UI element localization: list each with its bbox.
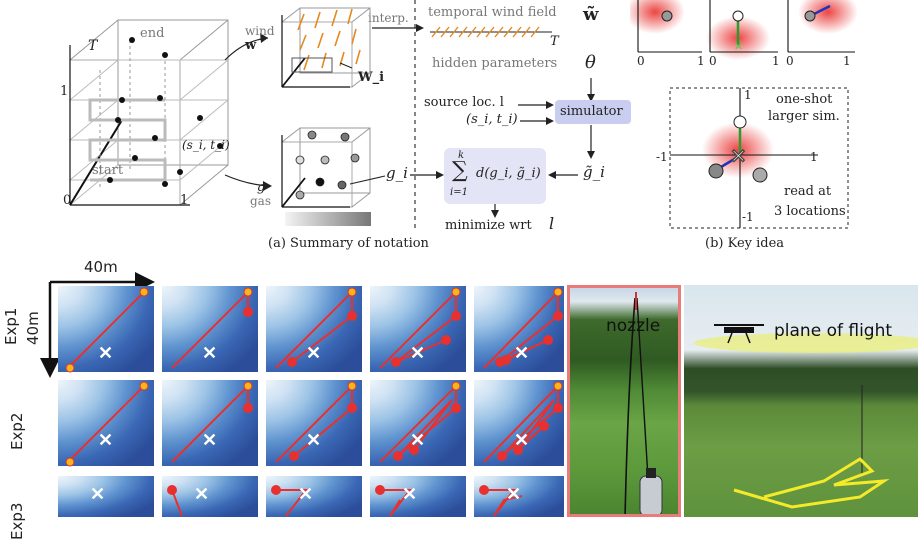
wind-i-symbol: W_i (358, 70, 385, 85)
read-line1: read at (784, 184, 832, 199)
big-axis-neg-one-y: -1 (742, 210, 754, 224)
sum-bottom: i=1 (450, 187, 468, 198)
small-axis-one-3: 1 (843, 54, 851, 68)
hidden-params-label: hidden parameters (432, 56, 558, 71)
svg-text:✕: ✕ (306, 343, 321, 364)
svg-text:✕: ✕ (514, 343, 529, 364)
interp-label: interp. (368, 11, 409, 25)
flight-photo: plane of flight (684, 285, 918, 517)
measurement-dots (107, 37, 223, 187)
big-axis-one-x: 1 (810, 150, 818, 164)
row-exp3: ✕ ✕ ✕ ✕ ✕ (58, 476, 564, 517)
source-loc-label: source loc. l (424, 95, 504, 110)
small-axis-one-2: 1 (772, 54, 780, 68)
small-axis-one-1: 1 (697, 54, 705, 68)
start-label: start (92, 163, 124, 178)
svg-text:✕: ✕ (410, 343, 425, 364)
w-tilde: w̃ (583, 4, 599, 25)
sum-expr: d(g_i, g̃_i) (476, 166, 541, 181)
gas-label: gas (250, 194, 271, 208)
svg-text:✕: ✕ (98, 343, 113, 364)
svg-text:✕: ✕ (98, 430, 113, 451)
svg-text:✕: ✕ (402, 484, 417, 505)
axis-t-label: T (88, 38, 98, 54)
axis-one-y: 1 (60, 84, 69, 99)
g-tilde-label: g̃_i (583, 163, 605, 181)
svg-text:✕: ✕ (202, 430, 217, 451)
svg-text:✕: ✕ (514, 430, 529, 451)
svg-text:✕: ✕ (194, 484, 209, 505)
svg-text:✕: ✕ (298, 484, 313, 505)
big-axis-neg-one-x: -1 (656, 150, 668, 164)
end-label: end (140, 26, 165, 41)
big-axis-one-y: 1 (744, 88, 752, 102)
svg-text:✕: ✕ (734, 40, 743, 53)
wind-cube (281, 7, 371, 88)
simulator-label: simulator (560, 104, 623, 119)
experiment-grid: ✕ ✕ ✕ ✕ ✕ (40, 272, 564, 517)
svg-text:✕: ✕ (506, 484, 521, 505)
g-i-label: g_i (386, 164, 408, 182)
sum-top: k (458, 150, 465, 161)
nozzle-photo: nozzle (567, 285, 681, 517)
si-ti-label: (s_i, t_i) (466, 112, 518, 127)
loss-box (444, 148, 546, 204)
small-axis-zero-3: 0 (786, 54, 794, 68)
small-axis-zero-1: 0 (637, 54, 645, 68)
svg-text:✕: ✕ (730, 144, 747, 168)
axis-zero: 0 (63, 193, 72, 208)
scale-label-x: 40m (84, 258, 118, 276)
fig-b-diagram: ✕ ✕ (630, 0, 858, 229)
wind-arrows (297, 8, 361, 71)
svg-text:✕: ✕ (90, 484, 105, 505)
caption-b: (b) Key idea (705, 236, 785, 251)
gas-cube (281, 127, 371, 208)
small-axis-zero-2: 0 (709, 54, 717, 68)
temporal-t-label: T (550, 34, 559, 49)
svg-text:✕: ✕ (410, 430, 425, 451)
one-shot-line2: larger sim. (768, 109, 840, 124)
nozzle-label: nozzle (606, 316, 661, 336)
minimize-var: l (549, 214, 555, 233)
svg-text:✕: ✕ (306, 430, 321, 451)
plane-label: plane of flight (774, 321, 893, 341)
gas-symbol: g (257, 180, 266, 195)
gas-dots (295, 130, 360, 200)
minimize-label: minimize wrt (445, 218, 532, 233)
fig-a-diagram (68, 0, 631, 232)
read-line2: 3 locations (774, 204, 846, 219)
point-label: (s_i, t_i) (182, 138, 230, 152)
axis-one-x: 1 (180, 193, 189, 208)
simulator-box (555, 100, 631, 124)
caption-a: (a) Summary of notation (268, 236, 429, 251)
row-exp1: ✕ ✕ ✕ ✕ ✕ (58, 286, 564, 373)
one-shot-line1: one-shot (776, 92, 833, 107)
sum-sigma: ∑ (452, 158, 468, 183)
theta-symbol: θ (585, 52, 596, 73)
row-exp2: ✕ ✕ ✕ ✕ ✕ (58, 380, 564, 467)
wind-symbol: w (245, 38, 257, 53)
temporal-wind-arrows (431, 26, 540, 38)
svg-text:✕: ✕ (202, 343, 217, 364)
gas-colorbar (285, 212, 371, 226)
temporal-wind-label: temporal wind field (428, 5, 557, 20)
wind-label: wind (245, 24, 275, 38)
